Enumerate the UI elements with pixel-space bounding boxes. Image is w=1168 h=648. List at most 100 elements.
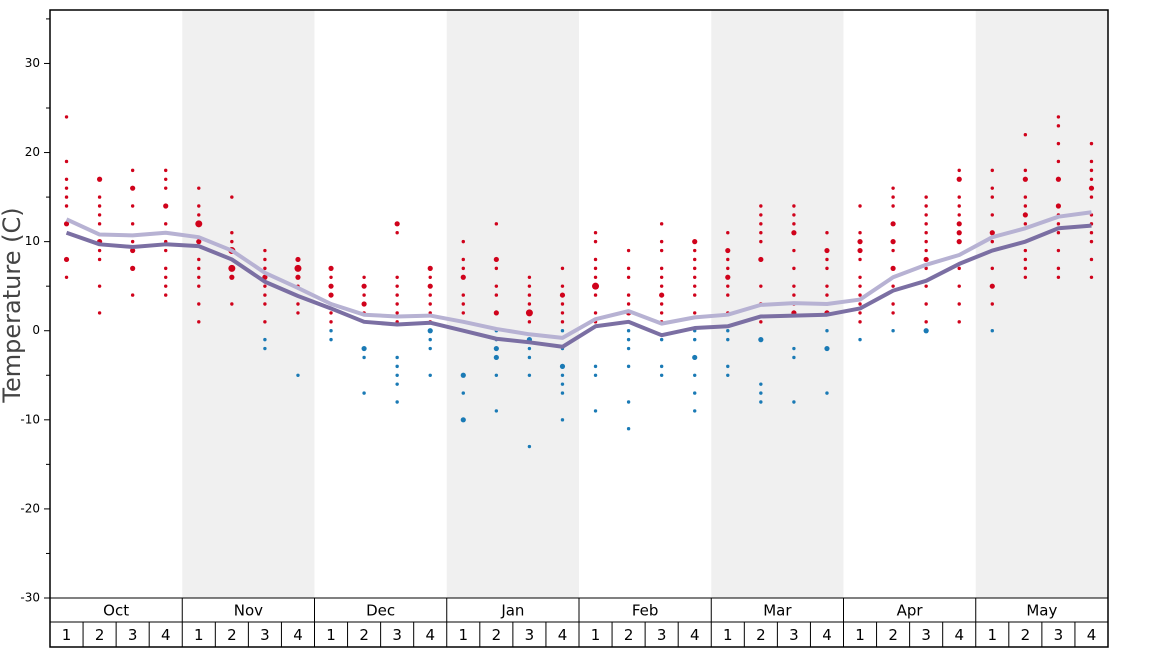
- temperature-dot: [858, 284, 862, 288]
- temperature-dot: [825, 329, 829, 333]
- temperature-dot: [957, 204, 961, 208]
- temperature-dot: [626, 329, 631, 333]
- week-label: 3: [921, 626, 931, 644]
- temperature-dot: [693, 248, 697, 253]
- temperature-dot: [891, 302, 895, 306]
- temperature-dot: [428, 293, 432, 297]
- temperature-dot: [792, 400, 796, 404]
- week-label: 4: [690, 626, 700, 644]
- temperature-dot: [263, 337, 267, 342]
- temperature-dot: [957, 302, 961, 306]
- temperature-dot: [263, 302, 267, 306]
- temperature-dot: [659, 292, 665, 298]
- temperature-dot: [990, 266, 994, 271]
- temperature-dot: [957, 213, 961, 217]
- temperature-dot: [1056, 141, 1061, 146]
- temperature-dot: [461, 257, 465, 262]
- temperature-dot: [428, 275, 432, 279]
- y-axis-title: Temperature (C): [0, 207, 26, 403]
- month-label: May: [1026, 602, 1057, 620]
- temperature-dot: [792, 213, 796, 217]
- week-label: 2: [624, 626, 634, 644]
- temperature-dot: [891, 195, 895, 199]
- temperature-dot: [395, 275, 399, 279]
- temperature-dot: [527, 284, 532, 288]
- temperature-dot: [659, 239, 664, 244]
- temperature-dot: [263, 284, 267, 288]
- temperature-dot: [97, 213, 102, 217]
- temperature-dot: [427, 328, 433, 334]
- temperature-dot: [494, 293, 499, 297]
- temperature-dot: [924, 248, 928, 253]
- temperature-dot: [924, 222, 928, 226]
- temperature-dot: [130, 168, 135, 173]
- temperature-dot: [857, 247, 863, 254]
- temperature-dot: [395, 302, 399, 306]
- temperature-dot: [693, 293, 697, 297]
- temperature-dot: [560, 373, 565, 377]
- temperature-dot: [858, 231, 862, 235]
- week-label: 4: [293, 626, 303, 644]
- temperature-dot: [1023, 168, 1028, 173]
- temperature-dot: [394, 221, 400, 227]
- temperature-dot: [891, 186, 895, 190]
- temperature-dot: [924, 302, 928, 306]
- temperature-dot: [924, 213, 928, 217]
- temperature-dot: [1089, 231, 1094, 235]
- temperature-dot: [460, 417, 466, 423]
- temperature-dot: [196, 239, 202, 245]
- temperature-dot: [825, 284, 829, 288]
- temperature-dot: [295, 256, 301, 263]
- temperature-dot: [693, 337, 697, 342]
- temperature-dot: [1056, 275, 1061, 279]
- week-label: 3: [128, 626, 138, 644]
- temperature-dot: [891, 329, 895, 333]
- temperature-dot: [759, 204, 763, 208]
- week-label: 1: [194, 626, 204, 644]
- week-label: 4: [161, 626, 171, 644]
- temperature-dot: [197, 204, 201, 208]
- temperature-dot: [693, 266, 697, 271]
- temperature-dot: [328, 283, 334, 289]
- temperature-dot: [1089, 239, 1094, 244]
- temperature-dot: [923, 328, 929, 334]
- temperature-dot: [626, 275, 631, 279]
- temperature-dot: [924, 266, 928, 271]
- temperature-dot: [428, 373, 432, 377]
- temperature-dot: [593, 364, 598, 369]
- temperature-dot: [1089, 159, 1094, 164]
- temperature-dot: [989, 283, 995, 289]
- temperature-dot: [693, 391, 697, 395]
- temperature-dot: [96, 176, 103, 182]
- temperature-dot: [726, 364, 730, 369]
- temperature-dot: [493, 310, 499, 316]
- week-label: 2: [888, 626, 898, 644]
- temperature-dot: [626, 364, 631, 369]
- temperature-dot: [726, 266, 730, 271]
- temperature-dot: [1023, 275, 1028, 279]
- temperature-dot: [461, 293, 465, 297]
- temperature-dot: [1089, 275, 1094, 279]
- temperature-dot: [890, 221, 896, 227]
- temperature-dot: [560, 329, 565, 333]
- temperature-dot: [957, 266, 961, 271]
- temperature-dot: [924, 284, 928, 288]
- temperature-dot: [362, 275, 366, 279]
- temperature-line: [65, 223, 1092, 349]
- temperature-dot: [1023, 195, 1028, 199]
- temperature-dot: [989, 230, 995, 236]
- temperature-dot: [163, 203, 169, 209]
- temperature-dot: [97, 204, 102, 208]
- temperature-dot: [527, 275, 532, 279]
- temperature-dot: [825, 293, 829, 297]
- temperature-dot: [527, 320, 532, 324]
- temperature-dot: [759, 213, 763, 217]
- temperature-dot: [130, 185, 136, 191]
- temperature-dot: [593, 257, 598, 262]
- temperature-dot: [494, 222, 499, 226]
- temperature-dot: [130, 204, 135, 208]
- temperature-dot: [792, 346, 796, 351]
- temperature-dot: [164, 222, 168, 226]
- temperature-dot: [493, 256, 499, 263]
- temperature-dot: [362, 293, 366, 297]
